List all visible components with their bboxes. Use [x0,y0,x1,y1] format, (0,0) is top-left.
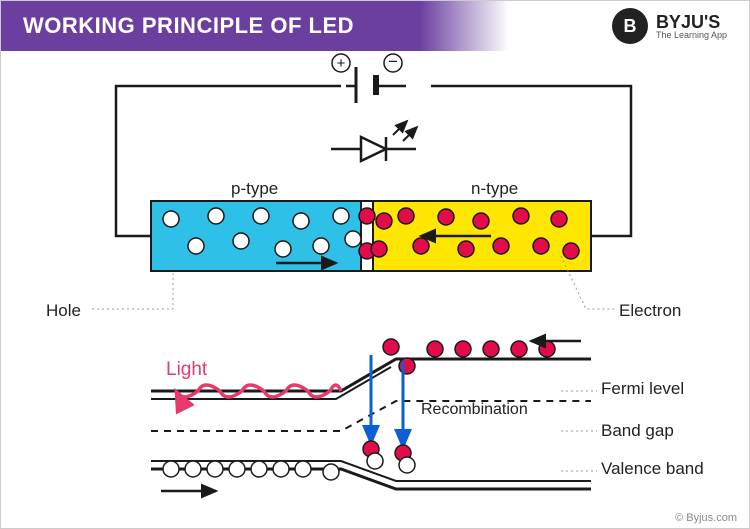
diagram-canvas: +− p-type n-type Hole Electron Light Rec… [1,51,750,511]
label-hole: Hole [46,301,81,321]
label-valence: Valence band [601,459,704,479]
header: WORKING PRINCIPLE OF LED B BYJU'S The Le… [1,1,749,51]
logo-main: BYJU'S [656,13,727,31]
diagram-frame: WORKING PRINCIPLE OF LED B BYJU'S The Le… [0,0,750,529]
brand-logo: B BYJU'S The Learning App [612,8,727,44]
label-fermi: Fermi level [601,379,684,399]
page-title: WORKING PRINCIPLE OF LED [23,13,354,39]
diagram-svg: +− [1,51,750,511]
label-light: Light [166,359,207,381]
logo-sub: The Learning App [656,31,727,40]
label-bandgap: Band gap [601,421,674,441]
copyright: © Byjus.com [675,512,737,524]
svg-text:+: + [337,55,346,72]
label-electron: Electron [619,301,681,321]
logo-text: BYJU'S The Learning App [656,13,727,40]
svg-text:−: − [388,52,398,71]
label-p-type: p-type [231,179,278,199]
label-n-type: n-type [471,179,518,199]
label-recombination: Recombination [421,401,528,419]
logo-mark-icon: B [612,8,648,44]
